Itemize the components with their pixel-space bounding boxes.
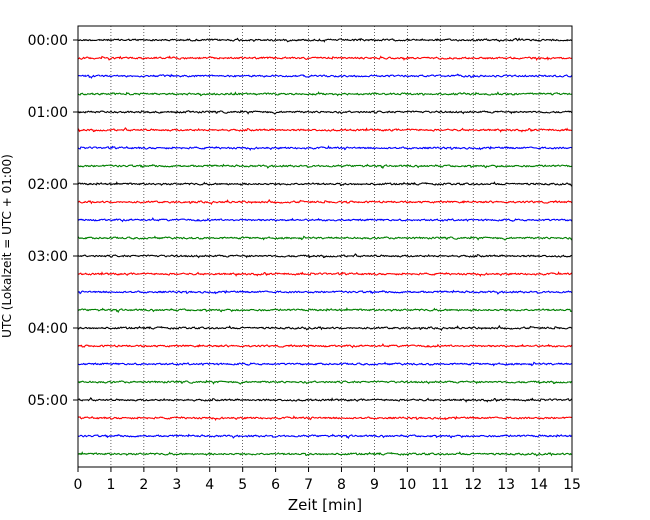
trace-line	[77, 73, 573, 79]
y-tick-label: 00:00	[28, 33, 68, 49]
y-tick-label: 02:00	[28, 177, 68, 193]
x-tick-label: 15	[563, 477, 581, 493]
x-axis-label: Zeit [min]	[288, 496, 362, 514]
x-tick-label: 8	[337, 477, 346, 493]
y-tick-label: 01:00	[28, 105, 68, 121]
trace-line	[77, 397, 573, 403]
trace-line	[77, 217, 573, 223]
trace-line	[77, 433, 573, 440]
x-tick-label: 4	[205, 477, 214, 493]
trace-line	[77, 343, 573, 349]
x-tick-label: 0	[74, 477, 83, 493]
trace-line	[77, 37, 573, 43]
x-tick-label: 14	[530, 477, 548, 493]
y-tick-label: 04:00	[28, 321, 68, 337]
plot-frame	[77, 25, 573, 468]
x-tick-label: 3	[172, 477, 181, 493]
x-tick-label: 11	[431, 477, 449, 493]
x-tick-label: 9	[370, 477, 379, 493]
x-tick-label: 6	[271, 477, 280, 493]
x-tick-label: 10	[398, 477, 416, 493]
y-tick-label: 03:00	[28, 249, 68, 265]
x-tick-label: 5	[238, 477, 247, 493]
trace-line	[77, 163, 573, 170]
trace-line	[77, 181, 573, 187]
trace-line	[77, 91, 573, 97]
trace-line	[77, 451, 573, 457]
x-tick-label: 13	[497, 477, 515, 493]
trace-line	[77, 127, 573, 133]
x-tick-label: 7	[304, 477, 313, 493]
trace-line	[77, 379, 573, 385]
trace-line	[77, 253, 573, 259]
trace-line	[77, 109, 573, 115]
y-axis-label: UTC (Lokalzeit = UTC + 01:00)	[0, 154, 14, 338]
trace-line	[77, 324, 573, 332]
x-tick-label: 12	[464, 477, 482, 493]
trace-line	[77, 198, 573, 206]
y-axis: 00:00 01:00 02:00 03:00 04:00 05:00	[28, 33, 78, 409]
trace-line	[77, 289, 573, 295]
trace-line	[77, 235, 573, 241]
trace-line	[77, 307, 573, 314]
x-tick-label: 2	[139, 477, 148, 493]
trace-line	[77, 271, 573, 278]
trace-line	[77, 55, 573, 61]
trace-line	[77, 145, 573, 152]
y-tick-label: 05:00	[28, 393, 68, 409]
seismic-traces	[77, 37, 573, 457]
x-tick-label: 1	[106, 477, 115, 493]
x-axis: 0 1 2 3 4 5 6 7 8 9 10 11 12 13 14 15	[74, 467, 581, 493]
trace-line	[77, 361, 573, 367]
trace-line	[77, 415, 573, 422]
